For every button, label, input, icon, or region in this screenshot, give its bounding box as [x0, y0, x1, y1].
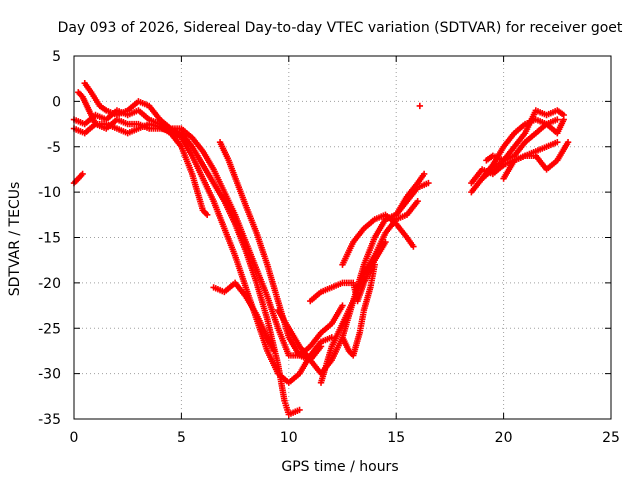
- data-point: [414, 198, 421, 205]
- data-point: [564, 139, 572, 146]
- data-point: [270, 347, 277, 355]
- series-track-10: [339, 261, 378, 359]
- series-track-17: [483, 107, 567, 164]
- y-tick-labels: 5 0 -5 -10 -15 -20 -25 -30 -35: [38, 49, 61, 428]
- data-point: [382, 238, 389, 246]
- data-point: [554, 116, 561, 123]
- y-tick-label: -15: [38, 231, 61, 247]
- y-tick-label: -10: [38, 185, 61, 201]
- data-point: [425, 179, 432, 187]
- x-tick-label: 15: [387, 430, 405, 446]
- data-point: [560, 111, 567, 119]
- y-tick-label: -5: [47, 140, 61, 156]
- data-point: [420, 170, 428, 178]
- series-track-11: [339, 211, 417, 268]
- x-tick-label: 20: [495, 430, 513, 446]
- y-axis-label: SDTVAR / TECUs: [7, 182, 23, 297]
- x-tick-label: 10: [280, 430, 298, 446]
- data-point: [203, 211, 211, 219]
- y-tick-label: -35: [38, 412, 61, 428]
- y-tick-label: -30: [38, 367, 61, 383]
- x-tick-label: 5: [177, 430, 186, 446]
- series-track-4: [81, 80, 346, 359]
- series-track-18: [500, 139, 572, 182]
- series-track-12: [382, 170, 428, 223]
- series-track-5: [210, 279, 277, 355]
- series-track-9: [307, 238, 389, 305]
- y-tick-label: 0: [52, 94, 61, 110]
- plot-frame: [73, 55, 612, 420]
- data-point: [416, 102, 424, 110]
- y-tick-label: -25: [38, 321, 61, 337]
- x-tick-label: 0: [70, 430, 79, 446]
- y-tick-label: 5: [52, 49, 61, 65]
- data-point: [554, 139, 561, 146]
- x-tick-labels: 0 5 10 15 20 25: [70, 430, 620, 446]
- data-point: [410, 243, 417, 250]
- series-track-3: [75, 89, 211, 219]
- x-axis-label: GPS time / hours: [281, 459, 398, 475]
- series-track-13: [416, 102, 424, 110]
- data-point: [79, 170, 86, 178]
- series-track-14: [468, 116, 561, 196]
- data-point: [296, 406, 303, 414]
- data-points: [70, 80, 572, 418]
- chart-title: Day 093 of 2026, Sidereal Day-to-day VTE…: [58, 20, 623, 36]
- data-point: [371, 261, 378, 268]
- data-point: [339, 302, 346, 309]
- x-tick-label: 25: [602, 430, 620, 446]
- y-tick-label: -20: [38, 276, 61, 292]
- series-track-19: [70, 170, 86, 187]
- data-point: [317, 343, 325, 350]
